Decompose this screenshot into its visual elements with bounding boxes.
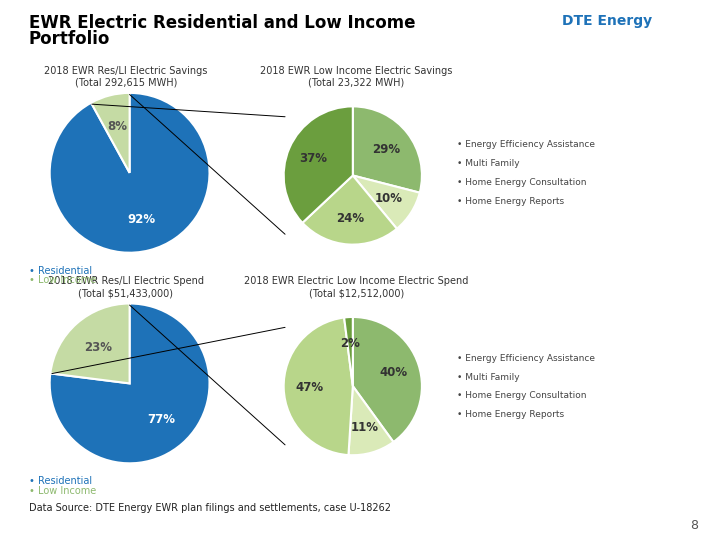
- Text: 2018 EWR Electric Low Income Electric Spend
(Total $12,512,000): 2018 EWR Electric Low Income Electric Sp…: [244, 276, 469, 298]
- Wedge shape: [302, 176, 397, 245]
- Wedge shape: [50, 93, 210, 253]
- Text: • Low Income: • Low Income: [29, 486, 96, 496]
- Text: • Home Energy Consultation: • Home Energy Consultation: [457, 178, 587, 187]
- Text: • Home Energy Reports: • Home Energy Reports: [457, 410, 564, 420]
- Wedge shape: [91, 93, 130, 173]
- Wedge shape: [348, 386, 393, 455]
- Text: Portfolio: Portfolio: [29, 30, 110, 48]
- Wedge shape: [353, 317, 422, 442]
- Text: 8: 8: [690, 519, 698, 532]
- Text: • Energy Efficiency Assistance: • Energy Efficiency Assistance: [457, 354, 595, 363]
- Text: 2018 EWR Res/LI Electric Spend
(Total $51,433,000): 2018 EWR Res/LI Electric Spend (Total $5…: [48, 276, 204, 298]
- Text: 11%: 11%: [351, 421, 379, 434]
- Text: 37%: 37%: [300, 152, 328, 165]
- Text: 47%: 47%: [296, 381, 324, 394]
- Text: • Residential: • Residential: [29, 476, 92, 487]
- Text: 40%: 40%: [379, 366, 408, 380]
- Text: 2018 EWR Low Income Electric Savings
(Total 23,322 MWH): 2018 EWR Low Income Electric Savings (To…: [260, 66, 453, 87]
- Wedge shape: [50, 303, 130, 383]
- Text: • Low Income: • Low Income: [29, 275, 96, 286]
- Text: 92%: 92%: [127, 213, 156, 226]
- Text: • Multi Family: • Multi Family: [457, 159, 520, 168]
- Text: DTE Energy: DTE Energy: [562, 14, 652, 28]
- Wedge shape: [344, 317, 353, 386]
- Text: EWR Electric Residential and Low Income: EWR Electric Residential and Low Income: [29, 14, 415, 31]
- Text: • Multi Family: • Multi Family: [457, 373, 520, 382]
- Text: 2018 EWR Res/LI Electric Savings
(Total 292,615 MWH): 2018 EWR Res/LI Electric Savings (Total …: [45, 66, 207, 87]
- Text: 29%: 29%: [372, 143, 401, 156]
- Text: 2%: 2%: [340, 337, 360, 350]
- Wedge shape: [353, 106, 422, 193]
- Wedge shape: [50, 303, 210, 463]
- Text: 23%: 23%: [84, 341, 112, 354]
- Wedge shape: [353, 176, 420, 229]
- Text: 8%: 8%: [108, 120, 127, 133]
- Text: 10%: 10%: [375, 192, 403, 205]
- Text: • Energy Efficiency Assistance: • Energy Efficiency Assistance: [457, 140, 595, 150]
- Text: • Home Energy Consultation: • Home Energy Consultation: [457, 392, 587, 401]
- Text: 77%: 77%: [148, 413, 175, 426]
- Wedge shape: [284, 106, 353, 223]
- Text: Data Source: DTE Energy EWR plan filings and settlements, case U-18262: Data Source: DTE Energy EWR plan filings…: [29, 503, 391, 514]
- Wedge shape: [284, 318, 353, 455]
- Text: 24%: 24%: [336, 212, 364, 225]
- Text: • Home Energy Reports: • Home Energy Reports: [457, 197, 564, 206]
- Text: • Residential: • Residential: [29, 266, 92, 276]
